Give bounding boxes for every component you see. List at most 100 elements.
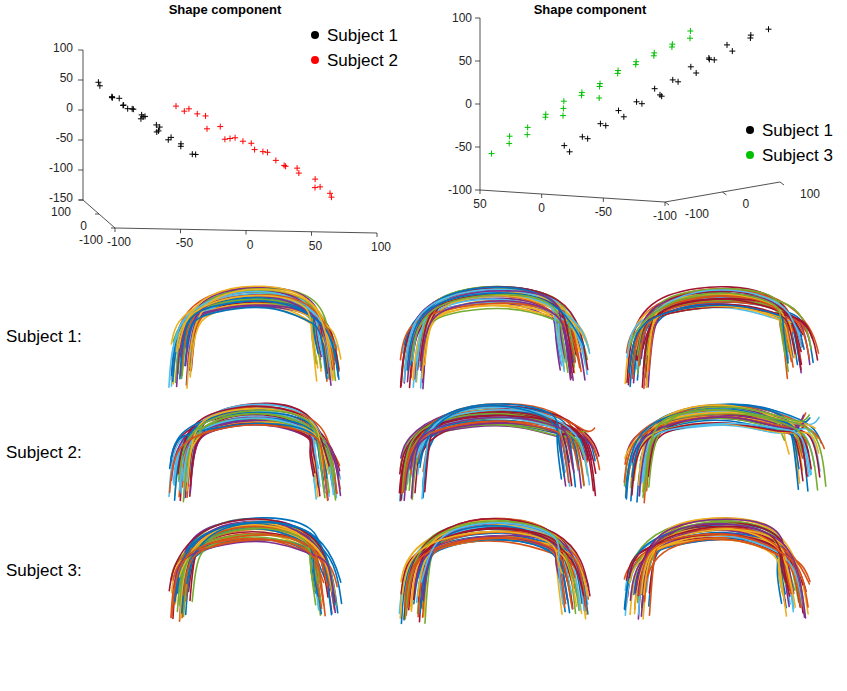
point — [260, 149, 266, 155]
z-tick-label: -100 — [49, 161, 73, 175]
z-tick-label: -150 — [49, 191, 73, 205]
fiber-curve — [649, 407, 809, 487]
point — [543, 111, 549, 117]
fiber-bundle — [169, 286, 341, 388]
x-tick-label: 50 — [473, 197, 487, 211]
point — [281, 162, 287, 168]
fiber-curve — [420, 309, 574, 367]
fiber-curve — [179, 286, 333, 380]
point — [203, 113, 209, 119]
fiber-curve — [409, 529, 568, 610]
point — [596, 95, 602, 101]
x-tick — [603, 198, 604, 202]
fiber-curve — [635, 524, 805, 618]
z-tick-label: 0 — [465, 97, 472, 111]
z-tick — [78, 50, 83, 51]
fiber-curve — [411, 417, 574, 472]
x-tick-label: 0 — [247, 238, 254, 252]
point — [507, 133, 513, 139]
fiber-curve — [181, 306, 330, 379]
chart-title: Shape component — [169, 2, 282, 17]
x-tick-label: 50 — [309, 239, 323, 253]
fiber-curve — [404, 519, 589, 619]
legend-label: Subject 2 — [327, 51, 398, 70]
scatter3d-chart: -100-50050100-1000100-150-100-50050100Sh… — [49, 2, 398, 254]
x-tick-label: 0 — [538, 201, 545, 215]
fiber-curve — [409, 521, 570, 605]
z-tick-label: -50 — [56, 131, 74, 145]
x-tick — [246, 231, 247, 235]
row-label: Subject 2: — [6, 443, 82, 462]
y-tick — [111, 228, 115, 229]
y-tick-label: -100 — [685, 207, 709, 221]
point — [659, 93, 665, 99]
fiber-curve — [643, 423, 810, 481]
point — [525, 124, 531, 130]
point — [524, 132, 530, 138]
fiber-curve — [639, 534, 808, 607]
x-tick — [480, 190, 481, 194]
fiber-curve — [418, 540, 565, 612]
x-tick — [311, 232, 312, 236]
row-label: Subject 1: — [6, 327, 82, 346]
point — [675, 79, 681, 85]
point — [560, 105, 566, 111]
fiber-curve — [630, 293, 785, 354]
fiber-bundle — [399, 518, 590, 623]
fiber-curve — [190, 306, 327, 377]
y-tick — [79, 200, 83, 201]
point — [603, 123, 609, 129]
point — [688, 64, 694, 70]
point — [168, 134, 174, 140]
y-tick-label: 0 — [80, 219, 87, 233]
z-tick — [78, 140, 83, 141]
fiber-curve — [627, 287, 801, 383]
point — [217, 124, 223, 130]
fiber-curve — [632, 296, 791, 379]
legend-marker — [746, 126, 754, 134]
fiber-bundle — [400, 287, 589, 389]
point — [506, 140, 512, 146]
fiber-curve — [178, 406, 329, 473]
legend-marker — [311, 31, 319, 39]
points — [489, 26, 772, 156]
figure: -100-50050100-1000100-150-100-50050100Sh… — [0, 0, 847, 691]
x-tick — [115, 228, 116, 232]
fiber-curve — [170, 412, 327, 474]
point — [194, 111, 200, 117]
point — [621, 114, 627, 120]
z-axis-line — [83, 50, 84, 200]
point — [296, 170, 302, 176]
legend-marker — [746, 151, 754, 159]
fiber-curve — [422, 523, 563, 604]
z-tick — [475, 147, 480, 148]
point — [561, 143, 567, 149]
point — [651, 50, 657, 56]
y-tick — [723, 192, 727, 195]
z-tick — [475, 104, 480, 105]
z-tick — [78, 200, 83, 201]
fiber-bundle — [624, 518, 810, 619]
z-tick-label: -50 — [455, 140, 473, 154]
y-axis-line — [83, 200, 115, 228]
y-tick — [780, 182, 784, 185]
fiber-bundle — [169, 403, 340, 501]
fiber-curve — [628, 305, 795, 385]
fiber-curve — [174, 541, 335, 602]
z-tick — [78, 110, 83, 111]
fiber-curve — [411, 295, 568, 373]
scatter3d-chart: 500-50-100-1000100-100-50050100Shape com… — [448, 2, 833, 223]
x-tick — [180, 229, 181, 233]
point — [178, 141, 184, 147]
point — [597, 81, 603, 87]
z-tick-label: 50 — [459, 54, 473, 68]
z-tick-label: 100 — [53, 41, 73, 55]
fiber-curve — [179, 411, 325, 498]
y-tick-label: 0 — [743, 197, 750, 211]
fiber-bundle — [624, 404, 826, 502]
point — [95, 79, 101, 85]
y-tick — [665, 202, 669, 205]
point — [639, 101, 645, 107]
point — [585, 136, 591, 142]
legend: Subject 1Subject 2 — [311, 26, 398, 70]
